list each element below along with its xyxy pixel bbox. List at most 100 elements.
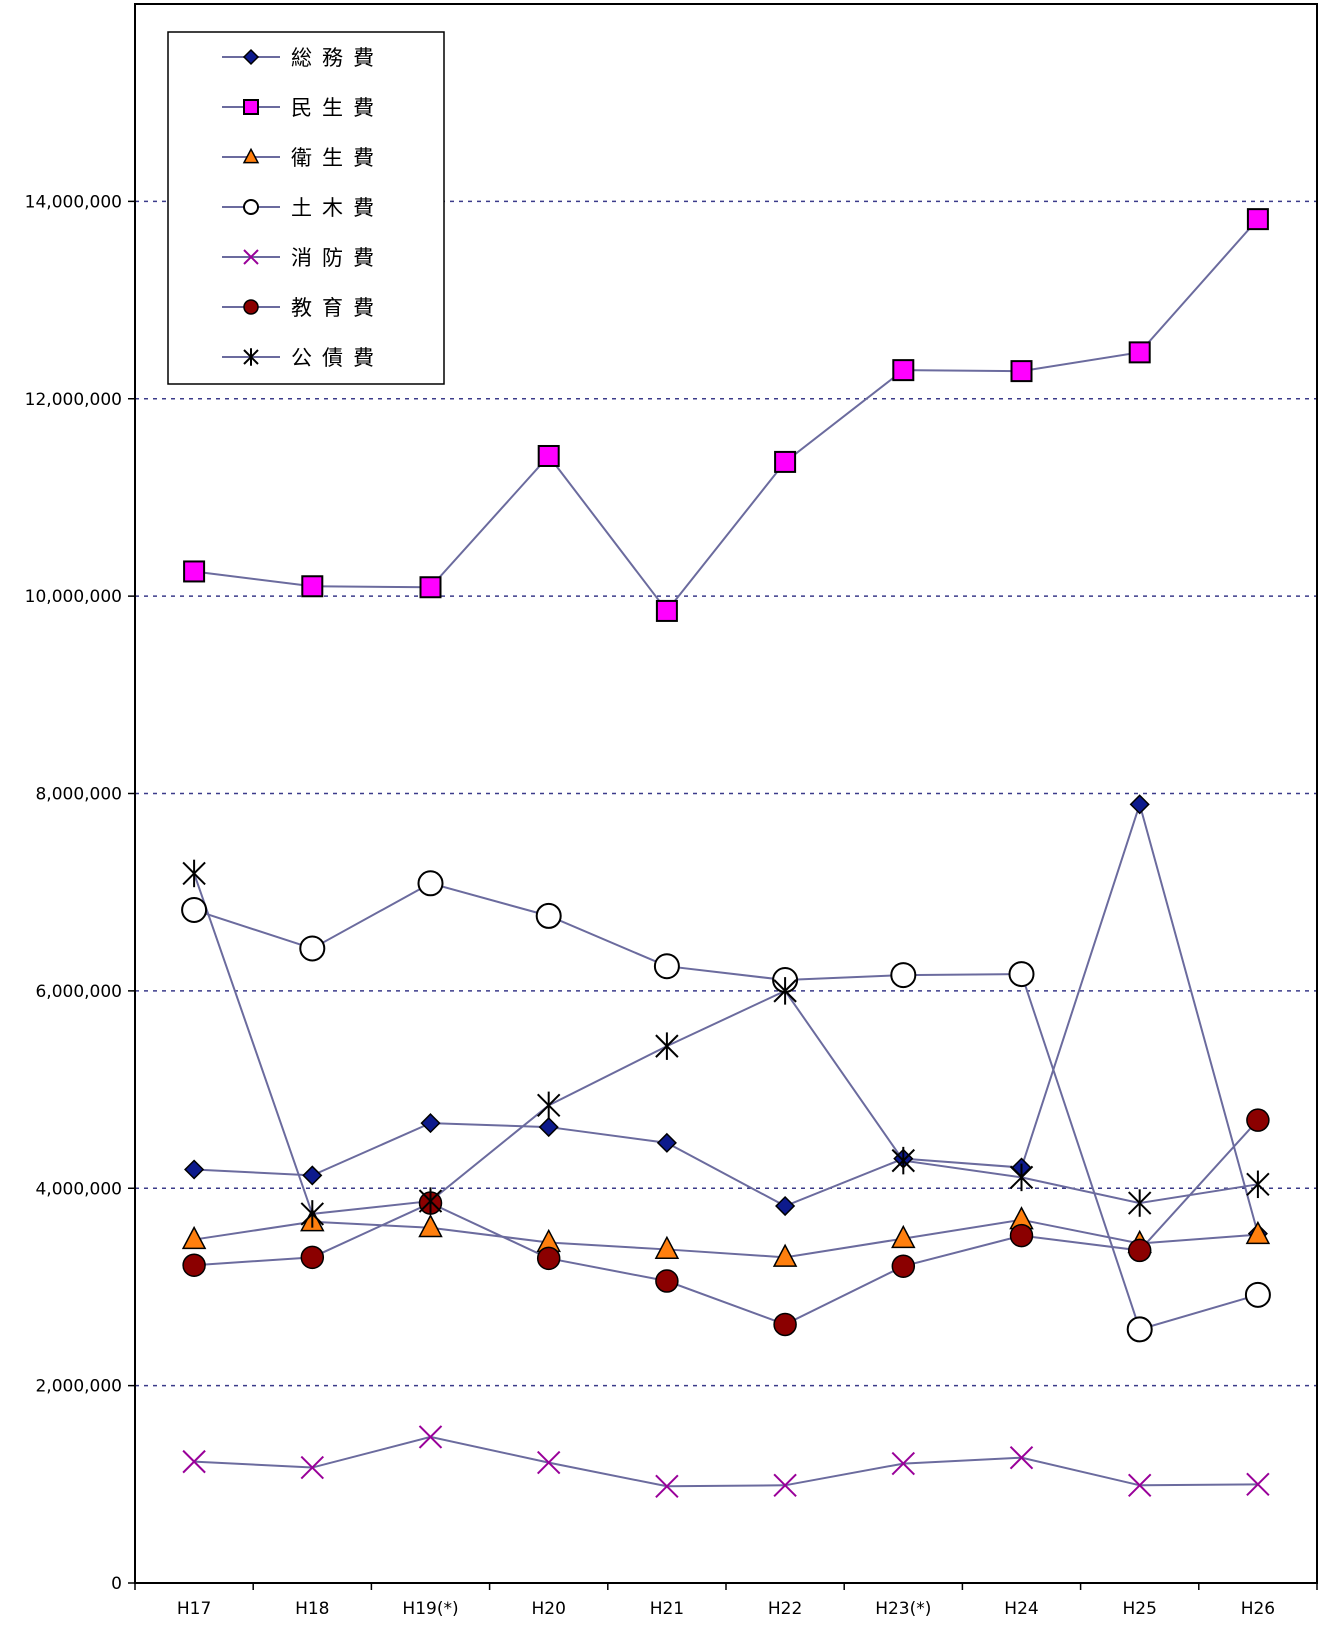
data-point [243,99,259,115]
series-line [193,1218,1258,1259]
data-point [417,870,444,897]
data-point [1127,1473,1152,1498]
legend-item: 衛生費 [222,146,384,170]
y-tick-label: 14,000,000 [25,192,122,212]
legend-label: 衛生費 [291,146,384,170]
series-line [193,873,1259,1215]
legend-label: 教育費 [291,296,384,320]
legend-item: 消防費 [222,246,374,270]
data-point [536,1246,561,1271]
data-point [1127,1189,1152,1217]
x-tick-label: H18 [295,1599,329,1619]
data-point [890,962,917,989]
data-point [418,1214,443,1238]
legend-item: 総務費 [222,46,384,70]
data-point [538,1117,559,1138]
data-point [182,859,206,888]
data-point [300,1245,325,1270]
x-tick-label: H19(*) [402,1599,458,1619]
data-point [243,249,259,265]
data-point [656,1132,677,1153]
legend-label: 民生費 [291,96,384,120]
data-point [891,1254,916,1278]
data-point [302,1165,323,1186]
legend-label: 土木費 [291,196,384,220]
x-tick-label: H20 [531,1599,565,1619]
data-point [242,48,260,66]
data-point [536,1091,561,1120]
series-line [194,1435,1258,1488]
data-point [182,1449,206,1474]
x-tick-label: H26 [1241,1599,1275,1619]
data-point [183,560,206,583]
data-point [1126,1316,1153,1343]
data-point [536,1450,561,1475]
data-point [1129,794,1150,815]
data-point [301,575,324,598]
data-point [1127,1238,1152,1263]
y-tick-label: 10,000,000 [25,587,122,607]
y-tick-label: 6,000,000 [35,982,122,1002]
data-point [243,348,259,366]
x-tick-label: H22 [768,1599,802,1619]
x-tick-label: H25 [1122,1599,1156,1619]
y-tick-label: 4,000,000 [35,1179,122,1199]
data-point [243,199,259,215]
y-tick-label: 12,000,000 [25,390,122,410]
data-point [773,1312,797,1337]
data-point [773,1473,797,1498]
y-tick-label: 2,000,000 [35,1377,122,1397]
legend-item: 公債費 [222,346,374,370]
data-point [1010,360,1033,383]
data-point [537,444,560,467]
legend-box [167,31,445,385]
data-point [891,1146,916,1175]
data-point [1128,341,1151,364]
x-tick-label: H21 [650,1599,684,1619]
data-point [772,1243,798,1267]
gridlines [135,200,1317,1387]
data-point [1009,1163,1034,1192]
data-point [1246,1472,1270,1497]
series-line [193,218,1259,613]
x-tick-label: H23(*) [875,1599,931,1619]
series-line [194,800,1259,1234]
data-point [891,1224,916,1249]
data-point [184,1159,205,1180]
data-point [418,1187,443,1215]
data-point [655,1269,679,1293]
data-point [1246,208,1269,231]
legend-item: 土木費 [222,196,384,220]
data-point [653,953,680,980]
data-point [1244,1281,1271,1308]
data-point [181,1225,207,1250]
data-point [655,599,678,622]
data-point [1008,961,1035,988]
legend-label: 総務費 [291,46,384,70]
data-point [535,902,562,929]
data-point [182,1253,206,1277]
data-point [420,1113,441,1134]
data-point [242,147,260,164]
data-point [892,359,915,382]
data-point [1245,1220,1271,1245]
data-point [300,1455,325,1480]
data-point [773,977,797,1005]
legend-item: 教育費 [222,296,384,320]
data-point [1009,1445,1034,1470]
data-point [774,450,797,473]
y-tick-label: 8,000,000 [35,785,122,805]
data-point [300,1200,325,1228]
legend-item: 民生費 [222,96,384,120]
y-tick-label: 0 [111,1574,122,1594]
data-point [891,1451,916,1476]
data-point [418,1425,443,1449]
data-point [1246,1108,1270,1132]
data-point [1246,1170,1270,1199]
data-point [419,576,442,599]
series-line [193,882,1259,1331]
x-tick-label: H24 [1004,1599,1038,1619]
axes: 0 2,000,000 4,000,000 6,000,000 8,000,000 10,… [25,3,1318,1619]
data-point [654,1235,680,1259]
